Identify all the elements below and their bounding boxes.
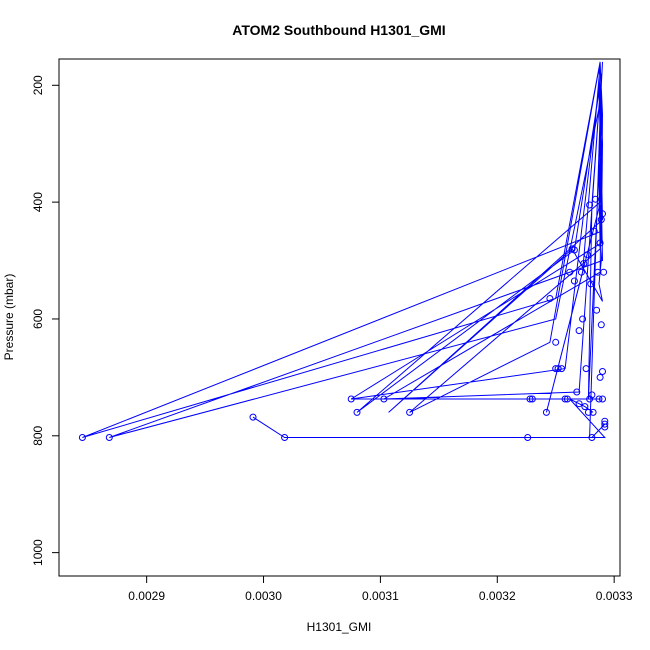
y-tick-label: 1000 bbox=[31, 539, 45, 566]
y-tick-label: 200 bbox=[31, 75, 45, 95]
data-point bbox=[596, 239, 604, 247]
data-point bbox=[554, 365, 562, 373]
data-point bbox=[595, 395, 603, 403]
data-point bbox=[575, 327, 583, 335]
chart-title: ATOM2 Southbound H1301_GMI bbox=[232, 22, 445, 38]
data-point bbox=[584, 408, 592, 416]
x-tick-label: 0.0033 bbox=[596, 589, 633, 603]
data-point bbox=[558, 365, 566, 373]
data-point bbox=[105, 434, 113, 441]
data-point bbox=[586, 201, 594, 209]
y-tick-label: 400 bbox=[31, 192, 45, 212]
data-point bbox=[586, 395, 594, 403]
series-line-1 bbox=[82, 61, 606, 438]
data-point bbox=[570, 246, 578, 254]
data-point bbox=[599, 395, 606, 403]
data-point bbox=[600, 268, 608, 276]
data-point bbox=[570, 277, 578, 285]
data-point bbox=[552, 338, 560, 346]
x-tick-label: 0.0029 bbox=[128, 589, 165, 603]
plot-marks bbox=[78, 61, 609, 441]
plot-frame bbox=[58, 58, 621, 577]
data-point bbox=[577, 268, 585, 276]
data-point bbox=[587, 280, 595, 288]
data-point bbox=[524, 434, 532, 441]
data-point bbox=[580, 260, 588, 267]
y-tick-label: 800 bbox=[31, 425, 45, 445]
data-point bbox=[281, 434, 289, 441]
data-point bbox=[353, 408, 361, 416]
data-point bbox=[546, 295, 554, 302]
y-tick-label: 600 bbox=[31, 309, 45, 329]
data-point bbox=[582, 365, 590, 373]
data-point bbox=[528, 395, 536, 403]
data-point bbox=[588, 434, 596, 441]
data-point bbox=[597, 321, 605, 329]
data-point bbox=[573, 388, 581, 396]
data-point bbox=[581, 403, 589, 411]
data-point bbox=[599, 368, 606, 375]
x-tick-label: 0.0030 bbox=[245, 589, 282, 603]
data-point bbox=[601, 420, 609, 428]
data-point bbox=[380, 395, 388, 403]
data-point bbox=[526, 395, 534, 403]
y-axis-title: Pressure (mbar) bbox=[2, 274, 16, 361]
data-point bbox=[347, 395, 355, 403]
data-point bbox=[596, 373, 604, 381]
data-point bbox=[406, 408, 414, 416]
data-point bbox=[588, 391, 596, 399]
x-tick-label: 0.0031 bbox=[362, 589, 399, 603]
x-axis: 0.0029 0.0030 0.0031 0.0032 0.0033 bbox=[128, 576, 633, 603]
data-point bbox=[593, 306, 601, 314]
data-point bbox=[542, 408, 550, 416]
data-point bbox=[78, 434, 86, 441]
data-point bbox=[575, 400, 583, 408]
data-point bbox=[589, 408, 597, 416]
data-point bbox=[601, 417, 609, 425]
x-axis-title: H1301_GMI bbox=[307, 620, 372, 634]
data-point bbox=[599, 210, 606, 218]
data-point bbox=[566, 268, 574, 276]
data-point bbox=[590, 227, 598, 235]
data-point bbox=[563, 395, 571, 403]
data-point bbox=[592, 195, 599, 203]
data-point bbox=[249, 413, 257, 421]
data-point bbox=[583, 251, 591, 259]
series-line-2 bbox=[252, 416, 606, 438]
data-point bbox=[561, 395, 569, 403]
x-tick-label: 0.0032 bbox=[479, 589, 516, 603]
data-point bbox=[579, 315, 587, 323]
y-axis: 200 400 600 800 1000 bbox=[31, 75, 59, 566]
